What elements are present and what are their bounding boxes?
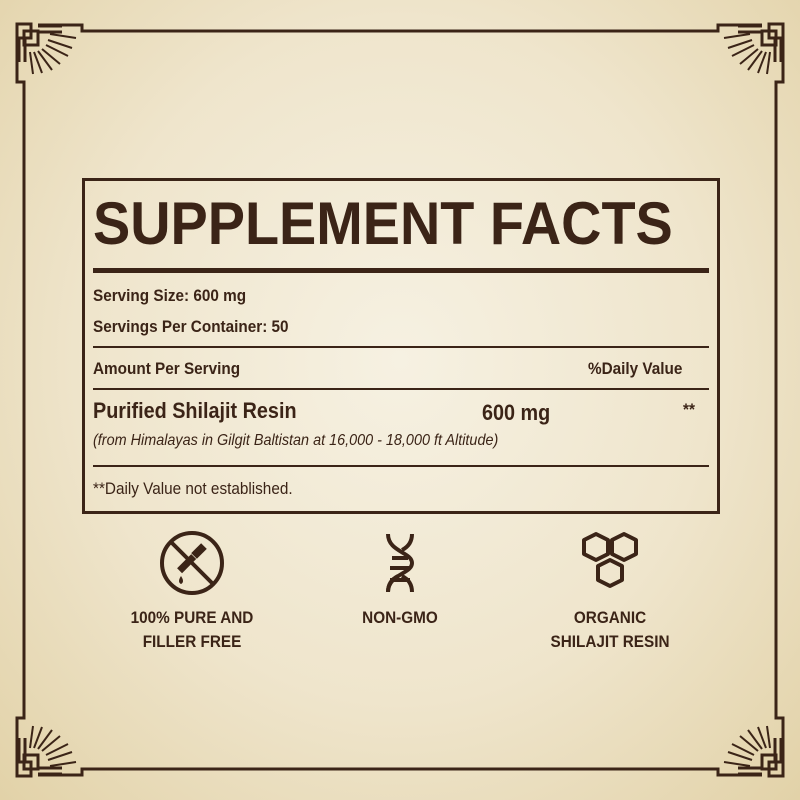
feature-label-line: 100% PURE AND — [130, 608, 254, 627]
servings-per-container: Servings Per Container: 50 — [93, 317, 289, 336]
feature-label-line: FILLER FREE — [142, 632, 242, 651]
divider — [93, 346, 709, 348]
daily-value-header: %Daily Value — [588, 359, 683, 378]
no-dropper-icon — [160, 531, 224, 595]
feature-pure-filler-free: 100% PURE AND FILLER FREE — [92, 530, 292, 654]
dna-icon — [386, 533, 415, 593]
supplement-facts-panel: SUPPLEMENT FACTS Serving Size: 600 mg Se… — [82, 178, 720, 514]
ingredient-daily-value: ** — [683, 400, 695, 419]
feature-label: ORGANIC SHILAJIT RESIN — [520, 606, 700, 654]
divider — [93, 388, 709, 390]
ingredient-name: Purified Shilajit Resin — [93, 398, 297, 423]
feature-label: NON-GMO — [310, 606, 490, 630]
feature-label-line: SHILAJIT RESIN — [550, 632, 670, 651]
footnote: **Daily Value not established. — [93, 479, 293, 498]
feature-organic-resin: ORGANIC SHILAJIT RESIN — [510, 530, 710, 654]
feature-label-line: NON-GMO — [362, 608, 438, 627]
feature-label-line: ORGANIC — [573, 608, 647, 627]
divider — [93, 465, 709, 467]
feature-label: 100% PURE AND FILLER FREE — [102, 606, 282, 654]
feature-non-gmo: NON-GMO — [300, 530, 500, 630]
panel-title: SUPPLEMENT FACTS — [93, 190, 673, 257]
divider-thick — [93, 268, 709, 273]
amount-per-serving-header: Amount Per Serving — [93, 359, 241, 378]
serving-size: Serving Size: 600 mg — [93, 286, 247, 305]
hexagon-cluster-icon — [582, 532, 638, 588]
ingredient-source: (from Himalayas in Gilgit Baltistan at 1… — [93, 432, 499, 449]
ingredient-amount: 600 mg — [482, 400, 551, 425]
